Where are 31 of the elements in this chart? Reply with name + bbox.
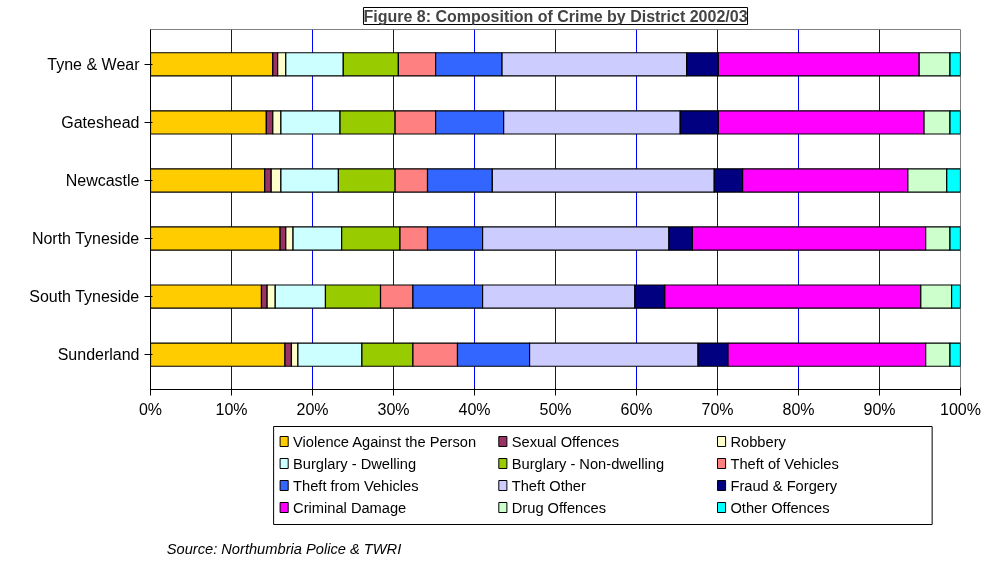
legend-label: Burglary - Non-dwelling xyxy=(511,455,665,472)
x-tick-label: 10% xyxy=(215,400,248,418)
legend-label: Criminal Damage xyxy=(293,499,407,516)
x-tick-label: 20% xyxy=(296,400,329,418)
x-tick-label: 90% xyxy=(863,400,896,418)
x-tick-label: 0% xyxy=(138,400,163,418)
y-tick-label: Tyne & Wear xyxy=(47,55,141,73)
legend-label: Violence Against the Person xyxy=(293,433,477,450)
legend-label: Drug Offences xyxy=(511,499,606,516)
y-tick-label: Sunderland xyxy=(57,346,140,364)
legend-label: Sexual Offences xyxy=(511,433,620,450)
source-note: Source: Northumbria Police & TWRI xyxy=(166,540,402,557)
x-tick-label: 40% xyxy=(458,400,491,418)
x-tick-label: 50% xyxy=(539,400,572,418)
x-tick-label: 100% xyxy=(940,400,981,418)
x-tick-label: 60% xyxy=(620,400,653,418)
legend-label: Fraud & Forgery xyxy=(730,477,838,494)
legend-label: Theft of Vehicles xyxy=(730,455,839,472)
y-tick-label: North Tyneside xyxy=(31,230,140,248)
legend-label: Burglary - Dwelling xyxy=(293,455,417,472)
chart-title: Figure 8: Composition of Crime by District 2002/03 xyxy=(363,7,748,25)
x-tick-label: 30% xyxy=(377,400,410,418)
x-tick-label: 80% xyxy=(782,400,815,418)
legend-label: Theft from Vehicles xyxy=(293,477,419,494)
y-tick-label: Newcastle xyxy=(65,171,140,189)
legend-label: Theft Other xyxy=(511,477,587,494)
y-tick-label: South Tyneside xyxy=(29,288,140,306)
legend-label: Other Offences xyxy=(730,499,830,516)
y-tick-label: Gateshead xyxy=(61,113,140,131)
x-tick-label: 70% xyxy=(701,400,734,418)
legend-label: Robbery xyxy=(730,433,787,450)
